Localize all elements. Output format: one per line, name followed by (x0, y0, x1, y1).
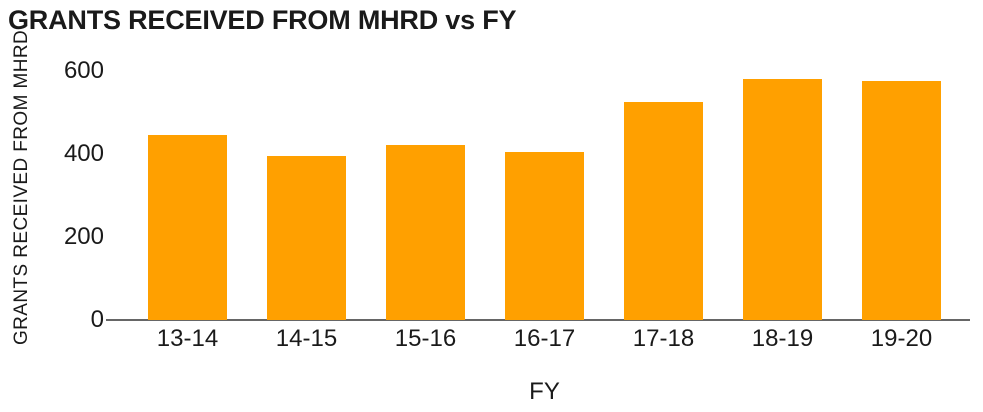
x-tick-label: 17-18 (632, 325, 695, 352)
x-axis-line (106, 319, 970, 321)
y-tick-label: 400 (63, 139, 104, 167)
bar-15-16[interactable] (386, 145, 465, 320)
bar-18-19[interactable] (743, 79, 822, 320)
bar-17-18[interactable] (624, 102, 703, 320)
chart-title: GRANTS RECEIVED FROM MHRD vs FY (8, 5, 517, 35)
y-tick-label: 200 (63, 222, 104, 250)
y-tick-label: 600 (63, 56, 104, 84)
x-tick-label: 19-20 (870, 325, 933, 352)
x-tick-label: 15-16 (394, 325, 457, 352)
x-tick-label: 14-15 (275, 325, 338, 352)
y-tick-label: 0 (90, 306, 104, 333)
bar-13-14[interactable] (148, 135, 227, 320)
bar-14-15[interactable] (267, 156, 346, 320)
bar-19-20[interactable] (862, 81, 941, 320)
x-tick-label: 13-14 (156, 325, 219, 352)
x-tick-label: 16-17 (513, 325, 576, 352)
x-tick-label: 18-19 (751, 325, 814, 352)
bar-16-17[interactable] (505, 152, 584, 320)
x-axis-label: FY (529, 378, 560, 405)
y-axis-label: GRANTS RECEIVED FROM MHRD (11, 29, 32, 345)
